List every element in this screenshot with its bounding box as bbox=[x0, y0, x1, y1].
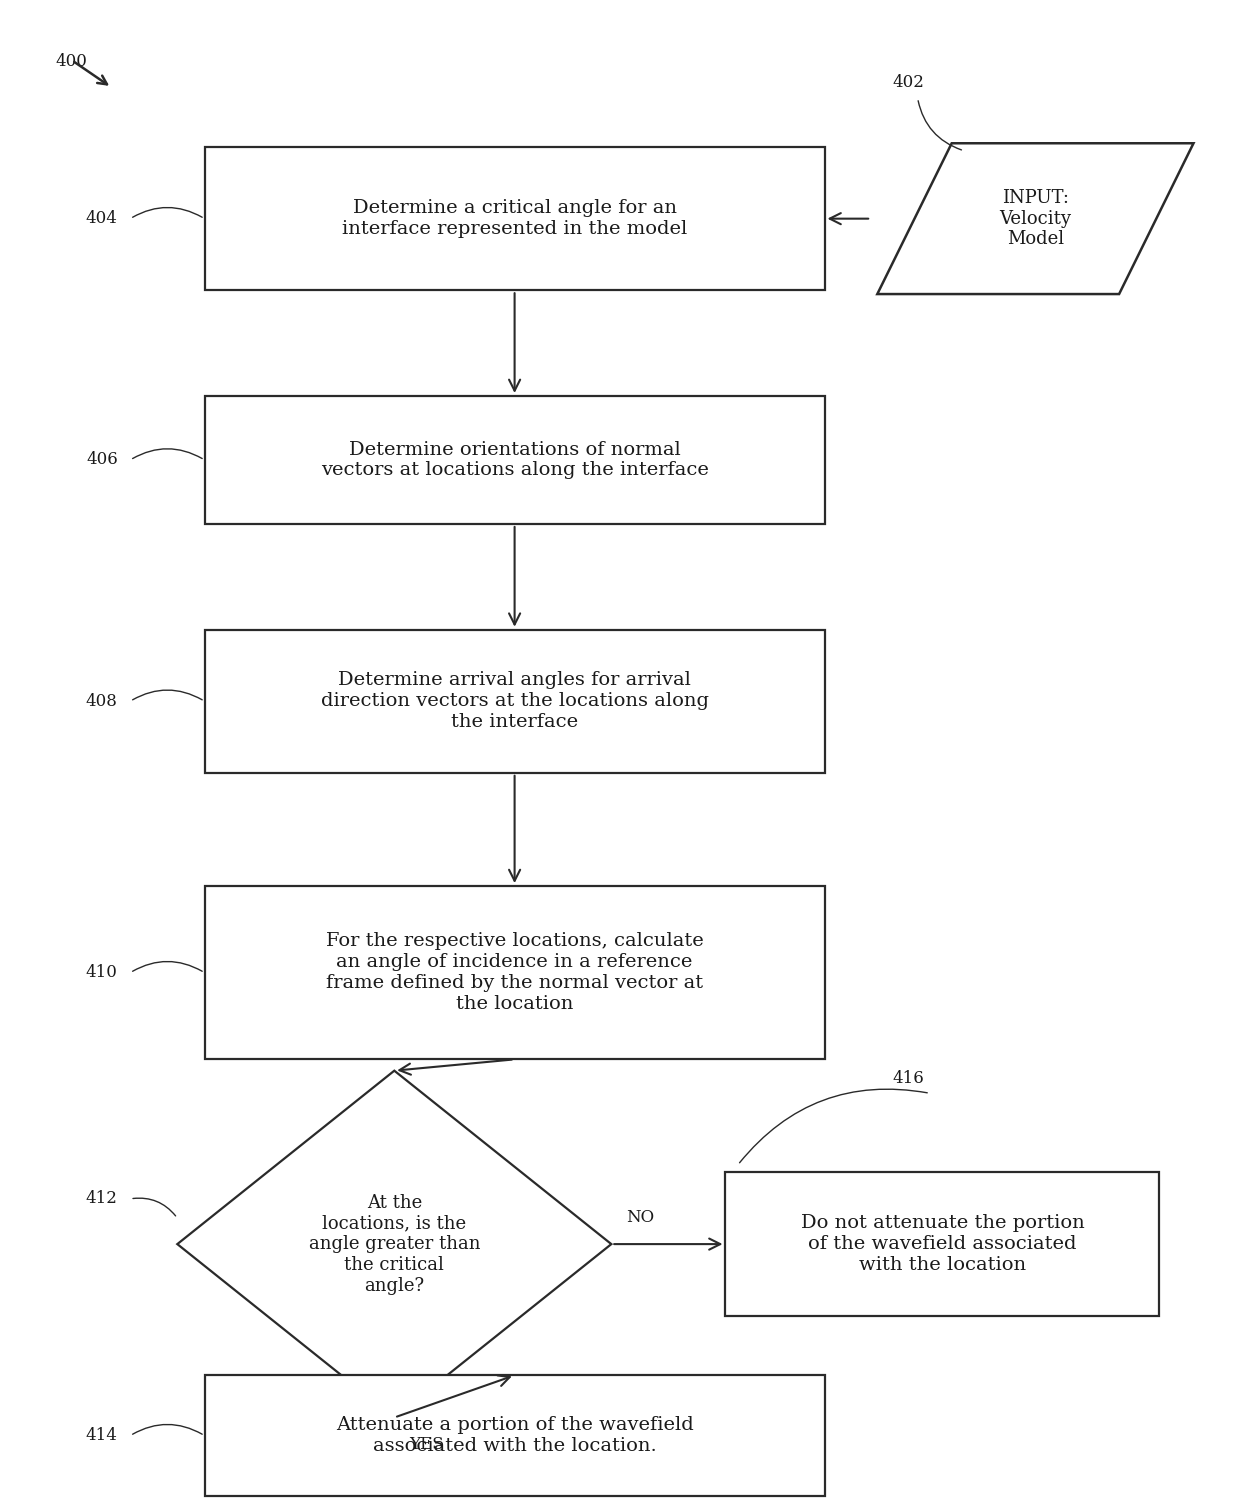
Polygon shape bbox=[177, 1071, 611, 1418]
Text: 410: 410 bbox=[86, 964, 118, 982]
FancyBboxPatch shape bbox=[205, 630, 825, 772]
Text: At the
locations, is the
angle greater than
the critical
angle?: At the locations, is the angle greater t… bbox=[309, 1193, 480, 1295]
FancyBboxPatch shape bbox=[725, 1173, 1159, 1315]
Polygon shape bbox=[877, 143, 1193, 294]
Text: 402: 402 bbox=[893, 74, 925, 92]
Text: 406: 406 bbox=[86, 451, 118, 469]
FancyBboxPatch shape bbox=[205, 148, 825, 290]
FancyBboxPatch shape bbox=[205, 1375, 825, 1496]
FancyBboxPatch shape bbox=[205, 397, 825, 525]
Text: NO: NO bbox=[626, 1209, 655, 1226]
Text: For the respective locations, calculate
an angle of incidence in a reference
fra: For the respective locations, calculate … bbox=[326, 932, 703, 1013]
Text: Attenuate a portion of the wavefield
associated with the location.: Attenuate a portion of the wavefield ass… bbox=[336, 1416, 693, 1455]
Text: 404: 404 bbox=[86, 210, 118, 228]
Text: 400: 400 bbox=[56, 53, 88, 69]
Text: Determine a critical angle for an
interface represented in the model: Determine a critical angle for an interf… bbox=[342, 199, 687, 238]
Text: Do not attenuate the portion
of the wavefield associated
with the location: Do not attenuate the portion of the wave… bbox=[801, 1214, 1084, 1274]
FancyBboxPatch shape bbox=[205, 887, 825, 1059]
Text: Determine arrival angles for arrival
direction vectors at the locations along
th: Determine arrival angles for arrival dir… bbox=[321, 671, 708, 731]
Text: YES: YES bbox=[409, 1436, 444, 1452]
Text: 414: 414 bbox=[86, 1427, 118, 1445]
Text: INPUT:
Velocity
Model: INPUT: Velocity Model bbox=[999, 188, 1071, 249]
Text: 408: 408 bbox=[86, 692, 118, 710]
Text: Determine orientations of normal
vectors at locations along the interface: Determine orientations of normal vectors… bbox=[321, 440, 708, 480]
Text: 416: 416 bbox=[893, 1069, 925, 1087]
Text: 412: 412 bbox=[86, 1190, 118, 1208]
